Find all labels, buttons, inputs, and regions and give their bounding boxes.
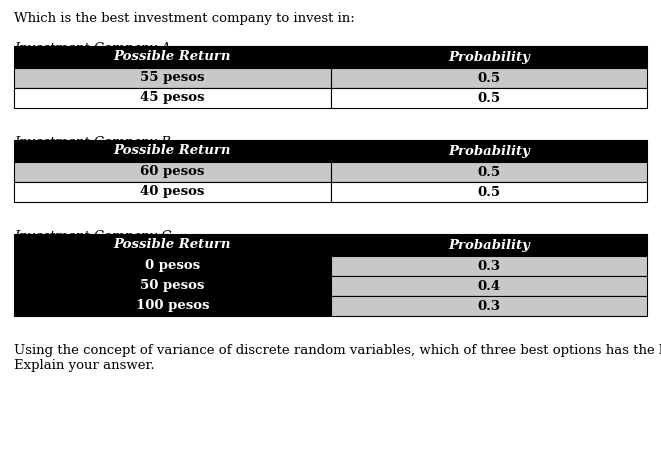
Bar	[330, 256, 647, 276]
Text: Probability: Probability	[447, 51, 529, 64]
Text: Using the concept of variance of discrete random variables, which of three best : Using the concept of variance of discret…	[14, 344, 661, 357]
Text: Investment Company C: Investment Company C	[14, 230, 171, 243]
Bar	[14, 140, 647, 162]
Bar	[14, 68, 330, 88]
Bar	[14, 162, 330, 182]
Bar	[330, 276, 647, 296]
Bar	[14, 182, 330, 202]
Text: 0.4: 0.4	[477, 279, 500, 293]
Text: 45 pesos: 45 pesos	[140, 91, 204, 105]
Text: 0.5: 0.5	[477, 166, 500, 178]
Text: Possible Return: Possible Return	[114, 145, 231, 157]
Text: 0.3: 0.3	[477, 299, 500, 313]
Text: 0.5: 0.5	[477, 186, 500, 198]
Bar	[14, 88, 330, 108]
Text: Investment Company B: Investment Company B	[14, 136, 171, 149]
Text: Explain your answer.: Explain your answer.	[14, 359, 155, 372]
Bar	[330, 182, 647, 202]
Text: Probability: Probability	[447, 145, 529, 157]
Text: 60 pesos: 60 pesos	[140, 166, 204, 178]
Text: Investment Company A: Investment Company A	[14, 42, 171, 55]
Text: 55 pesos: 55 pesos	[140, 71, 204, 85]
Text: 0.3: 0.3	[477, 259, 500, 273]
Bar	[330, 296, 647, 316]
Bar	[330, 88, 647, 108]
Bar	[14, 276, 330, 296]
Text: Probability: Probability	[447, 238, 529, 252]
Bar	[14, 256, 330, 276]
Text: 0.5: 0.5	[477, 71, 500, 85]
Text: 0.5: 0.5	[477, 91, 500, 105]
Text: 0 pesos: 0 pesos	[145, 259, 200, 273]
Bar	[330, 68, 647, 88]
Bar	[14, 296, 330, 316]
Text: Which is the best investment company to invest in:: Which is the best investment company to …	[14, 12, 355, 25]
Text: Possible Return: Possible Return	[114, 51, 231, 64]
Bar	[14, 234, 647, 256]
Bar	[330, 162, 647, 182]
Bar	[14, 46, 647, 68]
Text: Possible Return: Possible Return	[114, 238, 231, 252]
Text: 50 pesos: 50 pesos	[140, 279, 204, 293]
Text: 100 pesos: 100 pesos	[136, 299, 209, 313]
Text: 40 pesos: 40 pesos	[140, 186, 204, 198]
